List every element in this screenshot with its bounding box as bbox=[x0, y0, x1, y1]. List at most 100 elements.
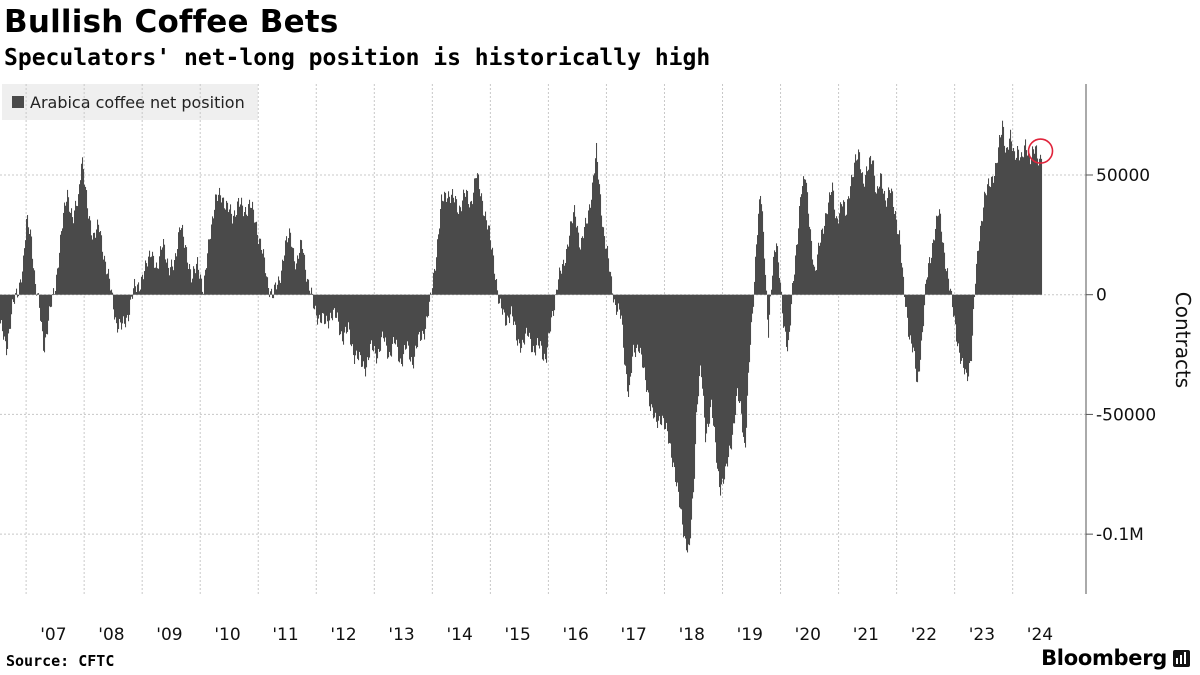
x-tick-label: '20 bbox=[795, 625, 821, 645]
y-tick-label: 0 bbox=[1096, 286, 1107, 306]
data-bar bbox=[30, 229, 32, 295]
data-bar bbox=[654, 294, 656, 418]
data-bar bbox=[410, 294, 412, 362]
data-bar bbox=[1039, 158, 1041, 295]
data-bar bbox=[310, 293, 312, 295]
data-bar bbox=[357, 294, 359, 359]
data-bar bbox=[156, 262, 158, 295]
data-bar bbox=[597, 161, 599, 295]
data-bar bbox=[571, 221, 573, 295]
data-bar bbox=[372, 294, 374, 351]
data-bar bbox=[144, 271, 146, 295]
data-bar bbox=[752, 294, 754, 314]
data-bar bbox=[888, 187, 890, 295]
data-bar bbox=[102, 251, 104, 295]
data-bar bbox=[617, 294, 619, 312]
data-bar bbox=[343, 294, 345, 345]
data-bar bbox=[763, 231, 765, 295]
data-bar bbox=[160, 246, 162, 295]
data-bar bbox=[472, 204, 474, 295]
data-bar bbox=[815, 270, 817, 295]
data-bar bbox=[819, 245, 821, 295]
data-bar bbox=[380, 294, 382, 351]
data-bar bbox=[817, 254, 819, 295]
data-bar bbox=[231, 213, 233, 295]
data-bar bbox=[650, 294, 652, 412]
data-bar bbox=[860, 169, 862, 295]
data-bar bbox=[968, 294, 970, 377]
data-bar bbox=[874, 175, 876, 295]
data-bar bbox=[772, 275, 774, 295]
data-bar bbox=[338, 294, 340, 322]
data-bar bbox=[945, 268, 947, 295]
data-bar bbox=[420, 294, 422, 341]
data-bar bbox=[39, 294, 41, 308]
data-bar bbox=[999, 135, 1001, 295]
data-bar bbox=[746, 294, 748, 428]
data-bar bbox=[406, 294, 408, 349]
data-bar bbox=[726, 294, 728, 464]
data-bar bbox=[978, 250, 980, 295]
data-bar bbox=[864, 186, 866, 295]
data-bar bbox=[491, 249, 493, 295]
data-bar bbox=[744, 294, 746, 443]
data-bar bbox=[46, 294, 48, 334]
data-bar bbox=[72, 217, 74, 295]
data-bar bbox=[779, 277, 781, 295]
data-bar bbox=[296, 263, 298, 295]
data-bar bbox=[1038, 165, 1040, 295]
data-bar bbox=[179, 227, 181, 295]
data-bar bbox=[26, 218, 28, 295]
data-bar bbox=[858, 149, 860, 295]
data-bar bbox=[189, 264, 191, 295]
data-bar bbox=[674, 294, 676, 468]
data-bar bbox=[686, 294, 688, 551]
data-bar bbox=[775, 252, 777, 295]
data-bar bbox=[4, 294, 6, 337]
data-bar bbox=[49, 294, 51, 307]
data-bar bbox=[533, 294, 535, 346]
data-bar bbox=[950, 288, 952, 295]
data-bar bbox=[47, 294, 49, 335]
data-bar bbox=[274, 284, 276, 295]
data-bar bbox=[835, 218, 837, 295]
data-bar bbox=[6, 294, 8, 356]
data-bar bbox=[583, 238, 585, 295]
data-bar bbox=[208, 239, 210, 295]
data-bar bbox=[471, 200, 473, 295]
data-bar bbox=[417, 294, 419, 348]
data-bar bbox=[354, 294, 356, 364]
data-bar bbox=[827, 214, 829, 295]
data-bar bbox=[1013, 148, 1015, 295]
data-bar bbox=[107, 273, 109, 295]
data-bar bbox=[191, 282, 193, 295]
data-bar bbox=[392, 294, 394, 344]
data-bar bbox=[35, 283, 37, 295]
data-bar bbox=[729, 294, 731, 446]
data-bar bbox=[1004, 145, 1006, 295]
data-bar bbox=[517, 294, 519, 346]
data-bar bbox=[678, 294, 680, 492]
data-bar bbox=[498, 294, 500, 304]
data-bar bbox=[551, 294, 553, 318]
data-bar bbox=[430, 292, 432, 295]
data-bar bbox=[479, 189, 481, 295]
data-bar bbox=[251, 208, 253, 295]
data-bar bbox=[885, 200, 887, 295]
data-bar bbox=[818, 242, 820, 295]
y-tick-label: -50000 bbox=[1096, 405, 1156, 425]
data-bar bbox=[681, 294, 683, 510]
chart-title: Bullish Coffee Bets bbox=[4, 4, 339, 40]
data-bar bbox=[549, 294, 551, 334]
data-bar bbox=[145, 260, 147, 295]
data-bar bbox=[188, 269, 190, 295]
data-bar bbox=[740, 294, 742, 402]
data-bar bbox=[863, 183, 865, 295]
data-bar bbox=[1012, 150, 1014, 295]
data-bar bbox=[127, 294, 129, 315]
data-bar bbox=[294, 261, 296, 295]
data-bar bbox=[385, 294, 387, 338]
data-bar bbox=[5, 294, 7, 342]
data-bar bbox=[336, 294, 338, 318]
data-bar bbox=[214, 209, 216, 295]
